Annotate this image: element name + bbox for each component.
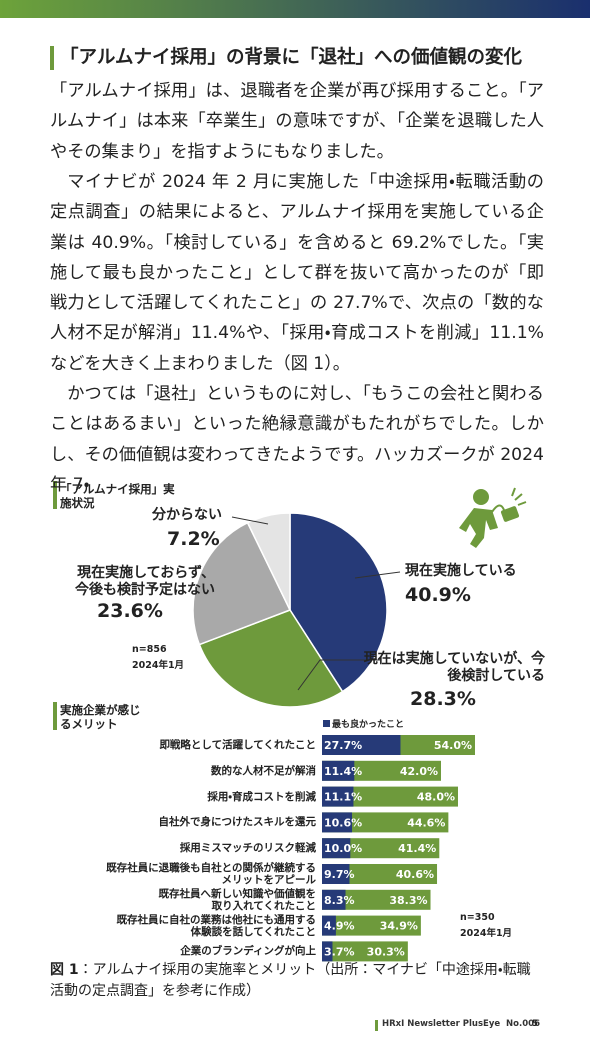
bar-category-label: 既存社員へ新しい知識や価値観を取り入れてくれたこと xyxy=(158,887,317,912)
bar xyxy=(322,838,440,859)
pie-annotation: n=856 xyxy=(132,644,167,655)
bar xyxy=(322,838,351,859)
icon-head xyxy=(473,489,489,505)
bar-value-label: 41.4% xyxy=(398,842,436,855)
paragraph: 「アルムナイ採用」は、退職者を企業が再び採用すること。「アルムナイ」は本来「卒業… xyxy=(50,81,544,162)
bar-value-label: 27.7% xyxy=(324,739,362,752)
bar xyxy=(322,864,438,884)
bar-title: 実施企業が感じるメリット xyxy=(60,703,141,731)
bar-annotation: n=350 xyxy=(460,912,495,923)
bar xyxy=(322,941,408,962)
legend-swatch xyxy=(323,720,330,727)
bar-value-label: 54.0% xyxy=(434,739,472,752)
bar-value-label: 10.6% xyxy=(324,816,362,829)
pie-slice xyxy=(192,521,292,646)
bar xyxy=(322,864,350,884)
bar-value-label: 40.6% xyxy=(396,868,434,881)
bar-value-label: 48.0% xyxy=(417,791,455,804)
bar-title-bar xyxy=(53,702,57,730)
pie-annotation: 2024年1月 xyxy=(132,660,185,671)
caption-text: ：アルムナイ採用の実施率とメリット（出所：マイナビ「中途採用・転職活動の定点調査… xyxy=(50,962,531,999)
bar-value-label: 3.7% xyxy=(324,945,355,958)
pie-value-label: 23.6% xyxy=(97,600,163,622)
paragraph: マイナビが 2024 年 2 月に実施した「中途採用・転職活動の定点調査」の結果… xyxy=(50,172,544,374)
pie-label: 現在は実施していないが、今後検討している xyxy=(363,651,545,684)
bar xyxy=(322,889,431,910)
pie-slice xyxy=(246,512,291,611)
bar-value-label: 10.0% xyxy=(324,842,362,855)
bar xyxy=(322,786,458,807)
bar-category-label: 即戦略として活躍してくれたこと xyxy=(159,739,316,751)
icon-motion xyxy=(511,487,527,506)
footer-bar xyxy=(375,1020,378,1031)
bar-value-label: 11.4% xyxy=(324,765,362,778)
bar xyxy=(322,941,333,962)
bar-category-label: 採用ミスマッチのリスク軽減 xyxy=(179,842,316,855)
heading-bar xyxy=(50,46,54,70)
bar-value-label: 44.6% xyxy=(407,816,445,829)
bar xyxy=(322,915,336,936)
icon-bag xyxy=(500,506,520,522)
bar xyxy=(322,812,449,833)
bar-category-label: 既存社員に退職後も自社との関係が継続するメリットをアピール xyxy=(106,862,316,886)
pie-label: 現在実施している xyxy=(405,563,517,579)
bar-value-label: 8.3% xyxy=(324,894,355,907)
bar-category-label: 企業のブランディングが向上 xyxy=(180,945,316,958)
bar-value-label: 38.3% xyxy=(389,894,427,907)
bar xyxy=(322,889,346,910)
bar xyxy=(322,735,401,755)
leader-line xyxy=(297,659,380,691)
top-band xyxy=(0,0,590,18)
heading: 「アルムナイ採用」の背景に「退社」への価値観の変化 xyxy=(60,47,522,68)
bar-category-label: 採用・育成コストを削減 xyxy=(207,790,316,803)
icon-body xyxy=(459,508,498,548)
bar-value-label: 11.1% xyxy=(324,791,362,804)
bar xyxy=(322,812,353,833)
bar-value-label: 42.0% xyxy=(400,765,438,778)
bar-value-label: 30.3% xyxy=(367,945,405,958)
pie-label: 分からない xyxy=(152,507,222,523)
caption: 図 1：アルムナイ採用の実施率とメリット（出所：マイナビ「中途採用・転職活動の定… xyxy=(50,960,544,1002)
icon-arm xyxy=(491,504,505,513)
leader-line xyxy=(231,516,269,525)
pie-label: 現在実施しておらず、今後も検討予定はない xyxy=(75,565,215,598)
footer-publication: HRxI Newsletter PlusEye No.006 xyxy=(382,1019,540,1029)
pie-slice xyxy=(198,609,344,708)
leader-line xyxy=(354,571,401,579)
pie-title-bar xyxy=(53,481,57,509)
bar xyxy=(322,786,354,807)
bar-category-label: 既存社員に自社の業務は他社にも通用する体験談を話してくれたこと xyxy=(116,913,317,938)
caption-label: 図 1 xyxy=(50,962,79,978)
bar-value-label: 4.9% xyxy=(324,920,355,933)
bar xyxy=(322,760,355,781)
bar-value-label: 34.9% xyxy=(380,920,418,933)
bar xyxy=(322,915,421,936)
bar-value-label: 9.7% xyxy=(324,868,355,881)
pie-value-label: 7.2% xyxy=(167,528,220,550)
pie-title: 「アルムナイ採用」実施状況 xyxy=(60,482,175,510)
bar-category-label: 自社外で身につけたスキルを還元 xyxy=(158,816,317,829)
pie-value-label: 28.3% xyxy=(410,688,476,710)
bar-annotation: 2024年1月 xyxy=(460,928,513,939)
icon xyxy=(459,487,527,548)
paragraph: かつては「退社」というものに対し、「もうこの会社と関わることはあるまい」といった… xyxy=(50,384,544,495)
bar-category-label: 数的な人材不足が解消 xyxy=(211,764,316,777)
pie-value-label: 40.9% xyxy=(405,584,471,606)
page-number: 5 xyxy=(532,1019,538,1029)
legend-label: 最も良かったこと xyxy=(332,718,404,730)
